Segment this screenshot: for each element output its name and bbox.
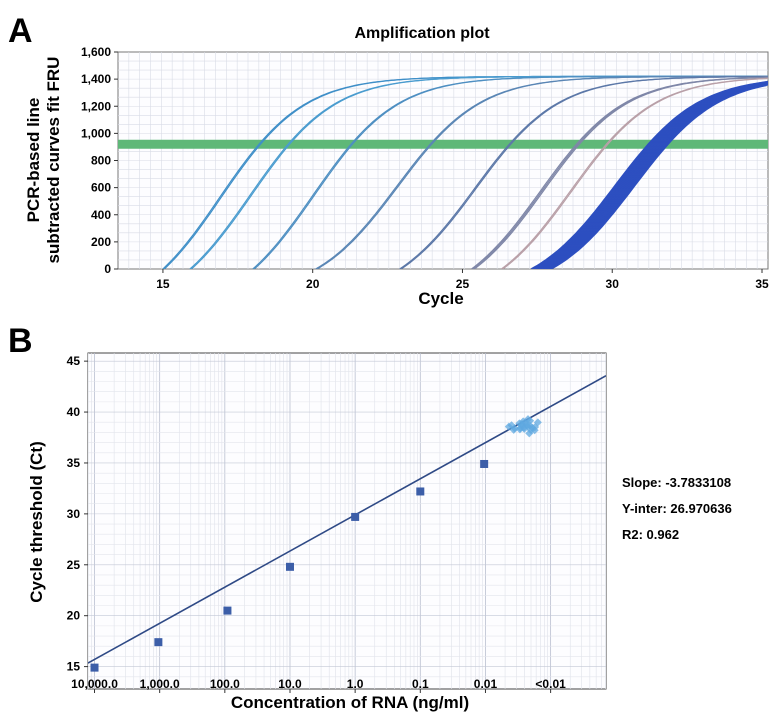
- y-axis-label-b: Cycle threshold (Ct): [27, 441, 46, 603]
- data-point: [154, 638, 163, 647]
- cluster-marker: [524, 415, 533, 424]
- y-tick-label-a: 600: [91, 181, 111, 195]
- slope-annotation: Slope: -3.7833108: [622, 475, 731, 490]
- cluster-marker: [520, 424, 529, 433]
- y-tick-label-b: 20: [67, 609, 81, 623]
- y-tick-label-b: 25: [67, 558, 81, 572]
- x-tick-label-b: 10.0: [278, 677, 302, 691]
- x-axis-label-a: Cycle: [418, 289, 463, 308]
- y-axis-label-a-line1: PCR-based line: [24, 98, 43, 223]
- x-tick-label-b: 1,000.0: [140, 677, 180, 691]
- y-tick-label-b: 35: [67, 456, 81, 470]
- y-ticks-b: 15 20 25 30 35 40 45: [67, 354, 88, 674]
- y-tick-label-b: 15: [67, 660, 81, 674]
- cluster-marker: [525, 429, 534, 438]
- cluster-marker: [509, 425, 518, 434]
- y-tick-label-b: 45: [67, 354, 81, 368]
- amplification-curve: [550, 84, 767, 269]
- x-ticks-a: 15 20 25 30 35: [156, 269, 769, 291]
- amplification-curve: [502, 77, 767, 269]
- x-axis-label-b: Concentration of RNA (ng/ml): [231, 693, 469, 712]
- y-tick-label-a: 800: [91, 154, 111, 168]
- amplification-curve: [400, 76, 767, 269]
- y-tick-label-a: 1,400: [81, 72, 111, 86]
- chart-a-title: Amplification plot: [354, 25, 490, 42]
- low-concentration-cluster: [504, 415, 542, 438]
- y-tick-label-a: 1,600: [81, 45, 111, 59]
- y-tick-label-a: 0: [104, 262, 111, 276]
- x-tick-label-b: 0.1: [412, 677, 429, 691]
- grid-b: [88, 353, 606, 689]
- y-tick-label-a: 1,000: [81, 126, 111, 140]
- data-point: [223, 606, 232, 615]
- x-tick-label-b: <0.01: [535, 677, 566, 691]
- amplification-curve: [474, 76, 768, 269]
- x-tick-label-b: 10,000.0: [71, 677, 118, 691]
- x-tick-label-a: 30: [606, 277, 620, 291]
- r2-annotation: R2: 0.962: [622, 527, 679, 542]
- y-tick-label-b: 40: [67, 405, 81, 419]
- data-point: [351, 512, 360, 521]
- data-point: [480, 459, 489, 468]
- cluster-marker: [504, 422, 513, 431]
- y-ticks-a: 0 200 400 600 800 1,000 1,200 1,400 1,600: [81, 45, 118, 276]
- x-tick-label-b: 0.01: [474, 677, 498, 691]
- y-tick-label-b: 30: [67, 507, 81, 521]
- x-tick-label-b: 1.0: [347, 677, 364, 691]
- data-points: [90, 459, 489, 672]
- x-tick-label-a: 20: [306, 277, 320, 291]
- x-tick-label-a: 15: [156, 277, 170, 291]
- x-ticks-b: 10,000.0 1,000.0 100.0 10.0 1.0 0.1 0.01 <0.01: [71, 677, 566, 693]
- data-point: [416, 487, 425, 496]
- y-intercept-annotation: Y-inter: 26.970636: [622, 501, 732, 516]
- y-axis-label-a-line2: subtracted curves fit FRU: [44, 57, 63, 264]
- amplification-curve: [316, 75, 767, 269]
- x-tick-label-a: 25: [456, 277, 470, 291]
- data-point: [285, 562, 294, 571]
- y-tick-label-a: 200: [91, 235, 111, 249]
- data-point: [90, 663, 99, 672]
- cluster-marker: [531, 422, 540, 431]
- panel-b-letter: B: [8, 322, 33, 360]
- x-tick-label-b: 100.0: [210, 677, 240, 691]
- amplification-curves: [162, 75, 768, 269]
- panel-a-letter: A: [8, 12, 33, 50]
- grid-a: [118, 52, 768, 269]
- cluster-marker: [515, 419, 524, 428]
- y-tick-label-a: 1,200: [81, 99, 111, 113]
- x-tick-label-a: 35: [755, 277, 769, 291]
- plot-area-b: [87, 352, 607, 690]
- y-tick-label-a: 400: [91, 208, 111, 222]
